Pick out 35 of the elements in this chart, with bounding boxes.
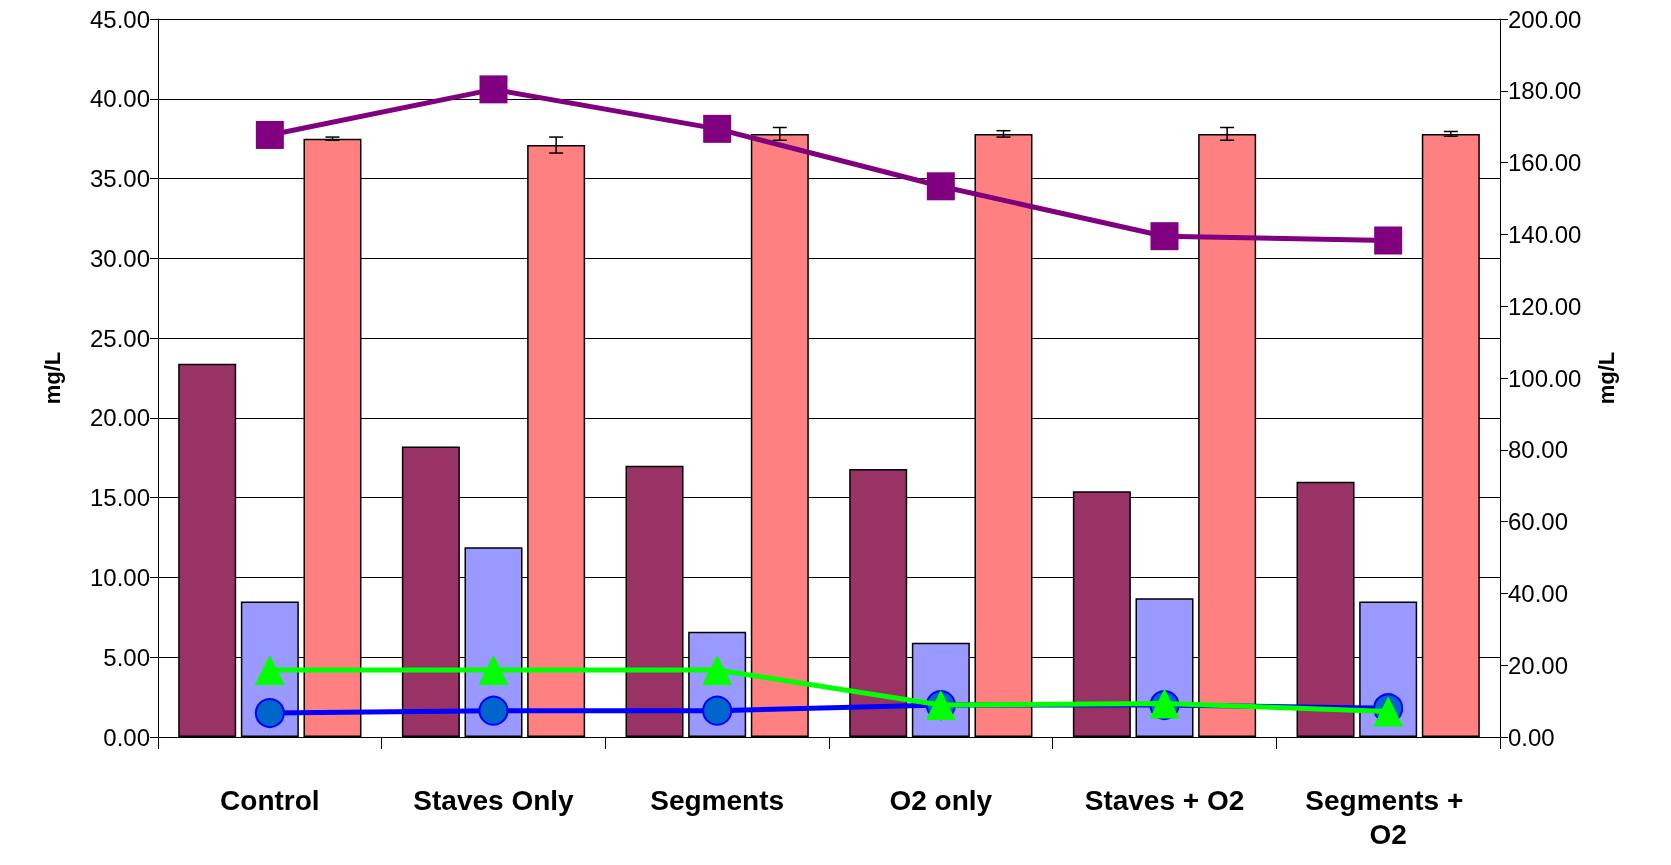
y-tick-label: 25.00 <box>89 324 150 352</box>
point <box>703 114 732 143</box>
y2-tick-label: 40.00 <box>1508 579 1569 607</box>
y2-tick-label: 80.00 <box>1508 436 1569 464</box>
x-tick-label: Segments + O2 <box>1305 784 1472 850</box>
y2-axis-title: mg/L <box>1593 351 1619 405</box>
y2-tick-label: 180.00 <box>1508 77 1582 105</box>
x-tick-label: Staves + O2 <box>1084 784 1245 816</box>
y-axis-title: mg/L <box>39 351 65 405</box>
y2-tick-label: 60.00 <box>1508 508 1569 536</box>
x-tick-label: Control <box>220 784 320 816</box>
point <box>1150 222 1179 251</box>
y-tick-label: 0.00 <box>103 723 150 751</box>
point <box>255 120 284 149</box>
x-tick-label: Segments <box>650 784 785 816</box>
y-tick-label: 30.00 <box>89 244 150 272</box>
y-tick-label: 45.00 <box>89 5 150 33</box>
y2-tick-label: 140.00 <box>1508 220 1582 248</box>
y-tick-label: 10.00 <box>89 563 150 591</box>
x-tick-label: O2 only <box>889 784 993 816</box>
y-tick-label: 40.00 <box>89 85 150 113</box>
y2-tick-label: 100.00 <box>1508 364 1582 392</box>
y-tick-label: 35.00 <box>89 165 150 193</box>
point <box>1374 226 1403 255</box>
y-tick-label: 5.00 <box>103 643 150 671</box>
point <box>479 75 508 104</box>
y2-tick-label: 200.00 <box>1508 5 1582 33</box>
y2-tick-label: 120.00 <box>1508 292 1582 320</box>
y2-tick-label: 20.00 <box>1508 651 1569 679</box>
y-tick-label: 20.00 <box>89 404 150 432</box>
x-tick-label: Staves Only <box>413 784 575 816</box>
y2-tick-label: 0.00 <box>1508 723 1555 751</box>
y2-tick-label: 160.00 <box>1508 149 1582 177</box>
y-tick-label: 15.00 <box>89 484 150 512</box>
point <box>926 172 955 201</box>
